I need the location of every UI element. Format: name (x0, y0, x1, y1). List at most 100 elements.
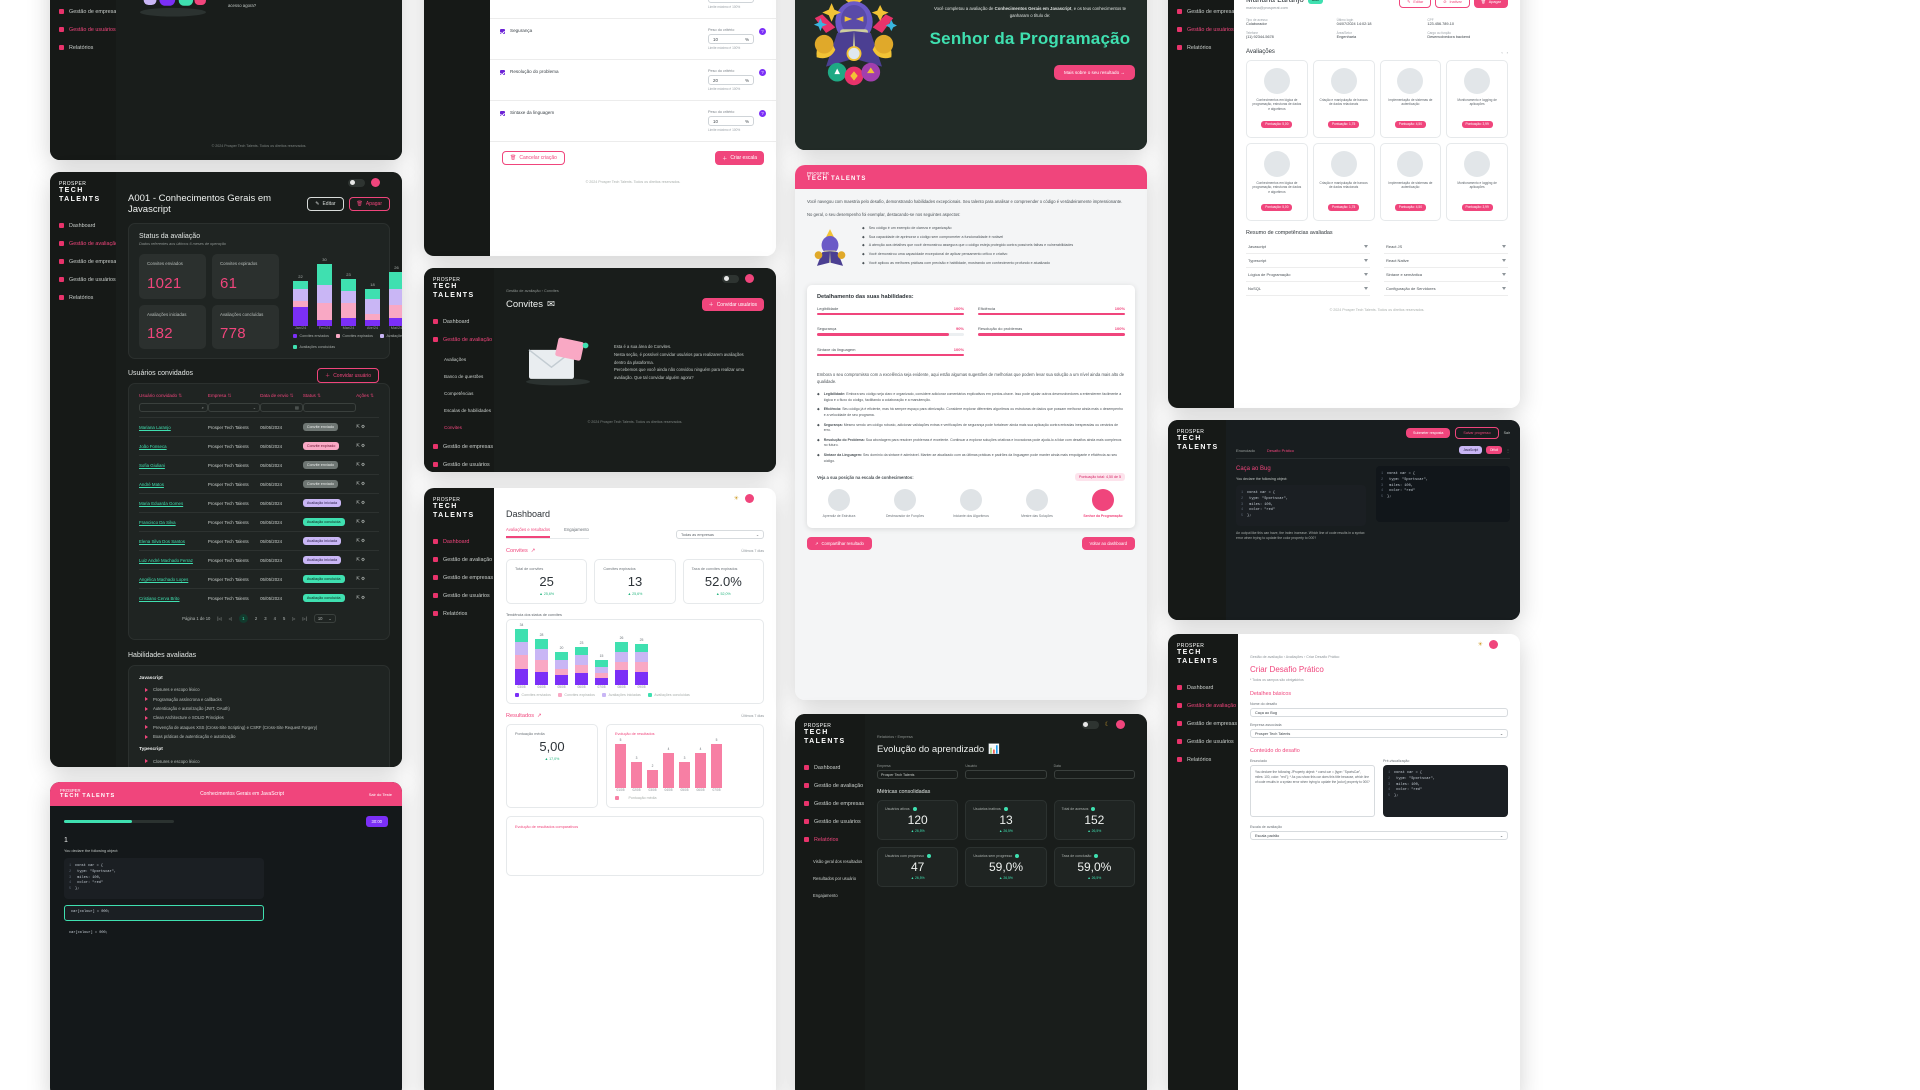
sort-icon[interactable]: ⇅ (370, 393, 374, 399)
sidebar-subitem[interactable]: Competências (444, 390, 474, 396)
checkbox[interactable] (500, 29, 505, 34)
sidebar-item-empresas[interactable]: Gestão de empresas (50, 3, 119, 21)
sidebar-subitem[interactable]: Engajamento (813, 892, 838, 898)
resend-invite-icon[interactable]: ⇱ (356, 443, 361, 449)
evaluation-card[interactable]: Conhecimentos em lógica de programação, … (1246, 60, 1308, 138)
tab-desafio-pratico[interactable]: Desafio Prático (1266, 447, 1295, 453)
sidebar-item-usuarios[interactable]: Gestão de usuários (50, 21, 116, 39)
evaluation-card[interactable]: Monitoramento e logging de aplicações Pon… (1446, 60, 1508, 138)
sidebar-item-empresas[interactable]: Gestão de empresas (50, 253, 119, 271)
date-input[interactable]: ▤ (260, 403, 303, 413)
theme-toggle[interactable] (348, 178, 365, 187)
status-select[interactable] (302, 403, 357, 413)
answer-option[interactable]: car[colour] = 000; (69, 930, 108, 935)
avatar[interactable] (1489, 640, 1498, 649)
sidebar-item-dashboard[interactable]: Dashboard (795, 759, 865, 777)
resend-invite-icon[interactable]: ⇱ (356, 481, 361, 487)
challenge-name-input[interactable]: Caça ao Bug (1250, 708, 1508, 717)
sidebar-subitem[interactable]: Banco de questões (444, 373, 484, 379)
evaluation-card[interactable]: Monitoramento e logging de aplicações Pon… (1446, 143, 1508, 221)
back-to-dashboard-button[interactable]: Voltar ao dashboard (1081, 536, 1135, 550)
invite-users-button[interactable]: ＋ Convidar usuários (701, 298, 764, 311)
sidebar-item-empresas[interactable]: Gestão de empresas (1168, 715, 1238, 733)
resend-invite-icon[interactable]: ⇱ (356, 576, 361, 582)
user-link[interactable]: Francisco Da Silva (139, 519, 176, 525)
page-button[interactable]: 2 (254, 616, 258, 622)
company-select[interactable]: Prosper Tech Talents ⌄ (1250, 729, 1508, 738)
invite-user-button[interactable]: ＋ Convidar usuário (317, 368, 379, 384)
search-input[interactable]: ⌕ (139, 403, 208, 413)
submit-answer-button[interactable]: Submeter resposta (1406, 428, 1451, 438)
next-arrow-icon[interactable]: › (1506, 49, 1508, 55)
page-button[interactable]: 3 (264, 616, 267, 622)
sidebar-item-relatorios[interactable]: Relatórios (424, 605, 494, 623)
resend-invite-icon[interactable]: ⇱ (356, 462, 361, 468)
sidebar-item-empresas[interactable]: Gestão de empresas (424, 438, 494, 456)
competency-row[interactable]: React Native (1384, 254, 1508, 268)
sort-icon[interactable]: ⇅ (317, 393, 321, 399)
enunciado-textarea[interactable]: You declare the following JProperty obje… (1250, 765, 1375, 817)
evaluation-card[interactable]: Implementação de sistemas de autenticaçã… (1379, 60, 1442, 138)
delete-button[interactable]: 🗑 Apagar (348, 197, 390, 211)
sidebar-subitem[interactable]: Avaliações (444, 356, 467, 362)
sidebar-item-avaliacao[interactable]: Gestão de avaliação⌄ (795, 777, 872, 795)
avatar[interactable] (745, 274, 754, 283)
sort-icon[interactable]: ⇅ (227, 393, 232, 399)
evaluation-card[interactable]: Criação e manipulação de bancos de dados… (1312, 60, 1375, 138)
next-page-button[interactable]: ▷ (292, 616, 296, 622)
sidebar-subitem[interactable]: Resultados por usuário (813, 875, 857, 881)
deactivate-button[interactable]: ⊘ Inativar (1435, 0, 1470, 8)
prev-page-button[interactable]: ◁ (228, 616, 232, 622)
sort-icon[interactable]: ⇅ (178, 393, 183, 399)
sidebar-item-usuarios[interactable]: Gestão de usuários (1168, 733, 1238, 751)
sidebar-item-avaliacao[interactable]: Gestão de avaliação⌄ (50, 235, 127, 253)
exit-button[interactable]: Sair (1503, 431, 1510, 435)
tab-engajamento[interactable]: Engajamento (564, 527, 589, 532)
checkbox[interactable] (500, 111, 505, 116)
competency-row[interactable]: Lógica de Programação (1246, 268, 1370, 282)
sidebar-item-usuarios[interactable]: Gestão de usuários (1168, 21, 1234, 39)
edit-button[interactable]: ✎ Editar (307, 197, 344, 211)
avatar[interactable] (1116, 720, 1125, 729)
resend-invite-icon[interactable]: ⇱ (356, 519, 361, 525)
external-link-icon[interactable]: ↗ (530, 548, 536, 554)
more-options-icon[interactable]: ⋮ (1506, 447, 1510, 453)
last-page-button[interactable]: ▷| (302, 616, 307, 622)
edit-button[interactable]: ✎ Editar (1399, 0, 1432, 8)
exit-test-button[interactable]: Sair do Teste (368, 791, 392, 797)
weight-input[interactable]: 10% (708, 34, 754, 44)
scale-select[interactable]: Escala padrão ⌄ (1250, 831, 1508, 840)
sidebar-item-dashboard[interactable]: Dashboard (424, 313, 494, 331)
sidebar-item-dashboard[interactable]: Dashboard (50, 217, 116, 235)
help-icon[interactable]: ? (759, 69, 766, 76)
user-link[interactable]: João Fonseca (139, 443, 167, 449)
user-link[interactable]: Maria Eduarda Gomes (139, 500, 184, 506)
prev-arrow-icon[interactable]: ‹ (1501, 49, 1503, 55)
sidebar-item-relatorios[interactable]: Relatórios (1168, 39, 1234, 57)
settings-icon[interactable]: ⚙ (361, 500, 365, 506)
page-button[interactable]: 4 (273, 616, 276, 622)
user-link[interactable]: Sofia Giuliani (139, 462, 165, 468)
weight-input[interactable]: 25% (708, 0, 754, 3)
sidebar-item-usuarios[interactable]: Gestão de usuários (50, 271, 116, 289)
resend-invite-icon[interactable]: ⇱ (356, 424, 361, 430)
delete-button[interactable]: 🗑 Apagar (1473, 0, 1508, 8)
submit-button[interactable]: ＋ Criar escala (715, 151, 764, 165)
share-result-button[interactable]: ↗ Compartilhar resultado (807, 536, 872, 550)
competency-row[interactable]: Sintaxe e semântica (1384, 268, 1508, 282)
settings-icon[interactable]: ⚙ (361, 424, 365, 430)
competency-row[interactable]: Configuração de Servidores (1384, 282, 1508, 296)
competency-row[interactable]: React JS (1384, 240, 1508, 254)
sun-icon[interactable]: ☀ (1477, 642, 1483, 648)
sidebar-item-empresas[interactable]: Gestão de empresas (795, 795, 865, 813)
checkbox[interactable] (500, 70, 505, 75)
sidebar-item-empresas[interactable]: Gestão de empresas (424, 569, 494, 587)
help-icon[interactable]: ? (759, 28, 766, 35)
sidebar-subitem[interactable]: Convites (444, 424, 462, 430)
moon-icon[interactable]: ☾ (1104, 722, 1110, 728)
tab-enunciado[interactable]: Enunciado (1236, 447, 1255, 453)
filter-input[interactable]: Prosper Tech Talents (877, 770, 959, 779)
first-page-button[interactable]: |◁ (217, 616, 222, 622)
sidebar-item-avaliacao[interactable]: Gestão de avaliação⌄ (424, 331, 501, 349)
external-link-icon[interactable]: ↗ (537, 713, 542, 720)
